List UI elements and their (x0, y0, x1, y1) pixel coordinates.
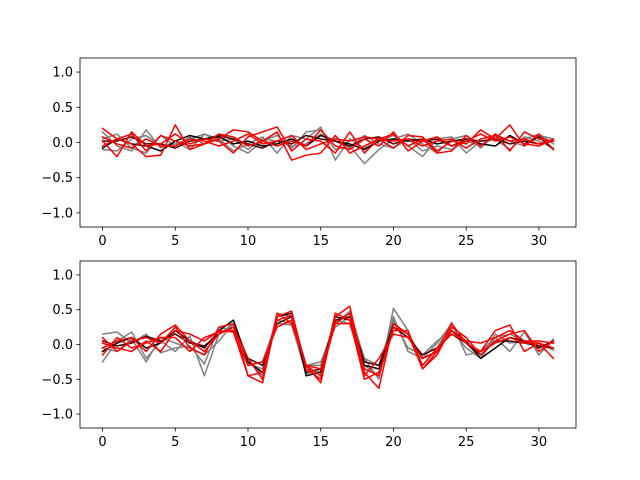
y-tick-label: −0.5 (41, 373, 73, 388)
x-tick-label: 10 (240, 234, 257, 249)
series-line-5 (101, 124, 555, 161)
x-tick-label: 30 (531, 435, 548, 450)
series-line-8 (101, 133, 555, 151)
y-tick-label: 1.0 (52, 268, 73, 283)
x-tick-label: 20 (385, 234, 402, 249)
y-tick-label: −1.0 (41, 206, 73, 221)
x-tick-label: 25 (458, 234, 475, 249)
x-tick-label: 25 (458, 435, 475, 450)
series-line-7 (101, 129, 555, 152)
series-group (101, 124, 555, 165)
x-tick-label: 20 (385, 435, 402, 450)
top-subplot: 0 5 10 15 20 25 30 −1.0 −0.5 0.0 0.5 1.0 (41, 57, 577, 249)
x-tick-label: 5 (171, 435, 179, 450)
x-tick-label: 30 (531, 234, 548, 249)
series-line-8 (101, 312, 555, 377)
y-tick-label: 1.0 (52, 66, 73, 81)
y-tick-label: 0.0 (52, 136, 73, 151)
series-line-6 (101, 126, 555, 158)
y-tick-label: −1.0 (41, 408, 73, 423)
series-group (101, 305, 555, 390)
x-tick-label: 0 (98, 234, 106, 249)
y-tick-label: 0.5 (52, 101, 73, 116)
y-tick-label: 0.0 (52, 338, 73, 353)
x-tick-label: 0 (98, 435, 106, 450)
x-tick-label: 15 (312, 435, 329, 450)
x-tick-label: 15 (312, 234, 329, 249)
y-tick-label: −0.5 (41, 171, 73, 186)
x-tick-label: 10 (240, 435, 257, 450)
x-tick-label: 5 (171, 234, 179, 249)
bottom-subplot: 0 5 10 15 20 25 30 −1.0 −0.5 0.0 0.5 1.0 (41, 260, 577, 450)
series-line-7 (101, 314, 555, 377)
y-tick-label: 0.5 (52, 303, 73, 318)
